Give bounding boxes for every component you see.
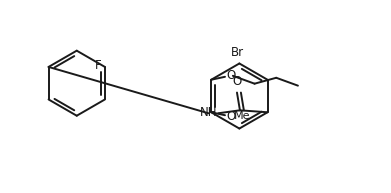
Text: F: F bbox=[95, 59, 102, 72]
Text: NH: NH bbox=[200, 106, 217, 119]
Text: O: O bbox=[226, 110, 235, 123]
Text: O: O bbox=[232, 75, 242, 88]
Text: Me: Me bbox=[234, 111, 250, 121]
Text: O: O bbox=[226, 69, 235, 82]
Text: Br: Br bbox=[231, 46, 244, 58]
